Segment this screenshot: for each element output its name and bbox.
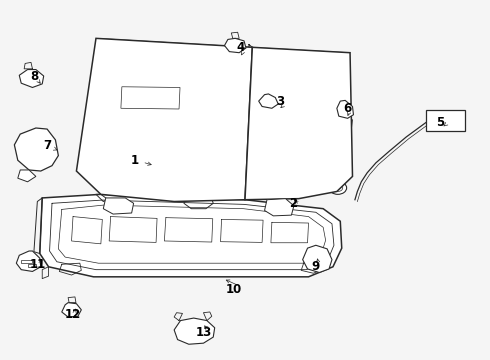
Circle shape	[99, 183, 117, 195]
Polygon shape	[224, 39, 246, 53]
Circle shape	[22, 141, 40, 154]
Text: 9: 9	[312, 260, 320, 273]
Polygon shape	[337, 100, 353, 118]
Text: 1: 1	[131, 154, 139, 167]
Polygon shape	[76, 39, 252, 202]
Polygon shape	[103, 198, 134, 214]
Polygon shape	[49, 30, 362, 223]
Text: 6: 6	[343, 102, 352, 115]
Bar	[21, 260, 32, 263]
Circle shape	[231, 184, 249, 197]
Polygon shape	[265, 199, 294, 216]
Polygon shape	[62, 303, 81, 317]
Text: 11: 11	[29, 258, 46, 271]
Polygon shape	[259, 94, 278, 108]
Text: 4: 4	[236, 41, 244, 54]
Circle shape	[310, 253, 325, 265]
Text: 7: 7	[43, 139, 51, 152]
Polygon shape	[18, 170, 36, 182]
Polygon shape	[303, 245, 332, 273]
Circle shape	[36, 151, 48, 160]
Polygon shape	[426, 110, 465, 131]
Polygon shape	[245, 47, 352, 200]
Polygon shape	[40, 194, 342, 277]
Text: 5: 5	[436, 116, 444, 129]
Polygon shape	[174, 318, 215, 344]
Polygon shape	[16, 251, 41, 271]
Text: 3: 3	[276, 95, 284, 108]
Polygon shape	[19, 69, 44, 87]
Text: 13: 13	[196, 326, 212, 339]
Bar	[27, 264, 36, 267]
Polygon shape	[14, 128, 58, 171]
Polygon shape	[121, 87, 180, 109]
Circle shape	[329, 181, 346, 194]
Text: 12: 12	[65, 308, 81, 321]
Text: 2: 2	[289, 197, 297, 210]
Text: 10: 10	[226, 283, 243, 296]
Text: 8: 8	[30, 69, 38, 82]
